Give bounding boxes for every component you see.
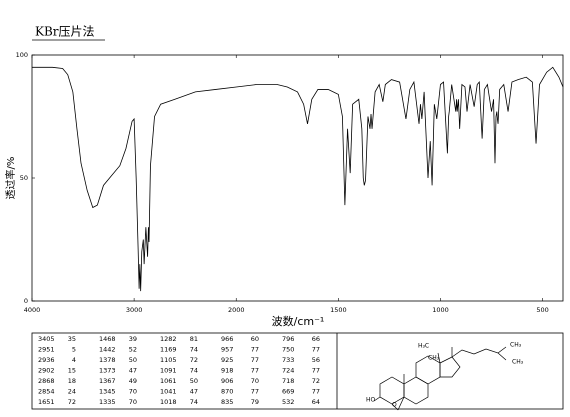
structure-label: CH₃ [510,342,522,349]
peak-transmittance: 77 [251,388,259,396]
peak-wavenumber: 532 [282,398,294,406]
peak-transmittance: 35 [68,335,76,343]
peak-wavenumber: 2936 [38,356,55,364]
structure [373,346,507,411]
peak-wavenumber: 718 [282,377,294,385]
peak-wavenumber: 796 [282,335,294,343]
peak-wavenumber: 1442 [99,346,116,354]
peak-transmittance: 60 [251,335,259,343]
peak-wavenumber: 1651 [38,398,55,406]
peak-wavenumber: 1169 [160,346,177,354]
y-tick-label: 50 [20,174,28,182]
x-tick-label: 500 [536,306,548,314]
peak-transmittance: 77 [251,346,259,354]
peak-transmittance: 52 [129,346,137,354]
peak-wavenumber: 1282 [160,335,177,343]
peak-wavenumber: 1041 [160,388,177,396]
structure-label: CH₃ [428,355,440,362]
structure-label: H₃C [418,343,429,350]
peak-transmittance: 50 [190,377,198,385]
peak-transmittance: 72 [312,377,320,385]
peak-transmittance: 49 [129,377,137,385]
peak-transmittance: 64 [312,398,320,406]
peak-wavenumber: 1345 [99,388,116,396]
x-axis-label: 波数/cm⁻¹ [272,315,325,328]
peak-transmittance: 24 [68,388,76,396]
peak-wavenumber: 669 [282,388,294,396]
peak-wavenumber: 1091 [160,367,177,375]
chart-title: KBr压片法 [35,25,95,39]
peak-transmittance: 74 [190,346,198,354]
peak-transmittance: 70 [129,398,137,406]
peak-wavenumber: 1335 [99,398,116,406]
peak-transmittance: 77 [312,367,320,375]
peak-transmittance: 4 [72,356,76,364]
peak-transmittance: 50 [129,356,137,364]
x-tick-label: 1000 [432,306,449,314]
y-axis-label: 透过率/% [4,157,17,200]
peak-wavenumber: 724 [282,367,294,375]
peak-wavenumber: 906 [221,377,233,385]
peak-wavenumber: 3405 [38,335,55,343]
peak-wavenumber: 1378 [99,356,116,364]
peak-transmittance: 74 [190,367,198,375]
spectrum-line [32,66,564,292]
peak-wavenumber: 1018 [160,398,177,406]
y-tick-label: 100 [16,51,28,59]
peak-wavenumber: 1468 [99,335,116,343]
peak-transmittance: 70 [129,388,137,396]
peak-transmittance: 70 [251,377,259,385]
peak-transmittance: 47 [190,388,198,396]
peak-transmittance: 77 [251,356,259,364]
peak-transmittance: 47 [129,367,137,375]
peak-transmittance: 81 [190,335,198,343]
x-tick-label: 1500 [330,306,347,314]
peak-wavenumber: 1105 [160,356,177,364]
peak-wavenumber: 835 [221,398,233,406]
peak-wavenumber: 750 [282,346,294,354]
peak-wavenumber: 1373 [99,367,116,375]
peak-wavenumber: 918 [221,367,233,375]
peak-transmittance: 72 [68,398,76,406]
structure-label: O [392,402,397,409]
peak-wavenumber: 733 [282,356,294,364]
peak-wavenumber: 870 [221,388,233,396]
x-tick-label: 4000 [24,306,41,314]
peak-transmittance: 77 [251,367,259,375]
peak-transmittance: 39 [129,335,137,343]
peak-wavenumber: 2868 [38,377,55,385]
peak-transmittance: 56 [312,356,320,364]
x-tick-label: 2000 [228,306,245,314]
peak-wavenumber: 2902 [38,367,55,375]
peak-wavenumber: 2951 [38,346,55,354]
peak-transmittance: 66 [312,335,320,343]
structure-label: HO [366,397,376,404]
peak-transmittance: 5 [72,346,76,354]
peak-wavenumber: 2854 [38,388,55,396]
x-tick-label: 3000 [126,306,143,314]
peak-wavenumber: 957 [221,346,233,354]
structure-label: CH₃ [512,359,524,366]
peak-wavenumber: 1367 [99,377,116,385]
peak-wavenumber: 966 [221,335,233,343]
table-frame [31,332,564,410]
peak-transmittance: 74 [190,398,198,406]
peak-wavenumber: 1061 [160,377,177,385]
y-tick-label: 0 [24,297,28,305]
peak-transmittance: 72 [190,356,198,364]
peak-transmittance: 18 [68,377,76,385]
peak-transmittance: 15 [68,367,76,375]
peak-wavenumber: 925 [221,356,233,364]
peak-transmittance: 77 [312,346,320,354]
peak-transmittance: 79 [251,398,259,406]
peak-transmittance: 77 [312,388,320,396]
